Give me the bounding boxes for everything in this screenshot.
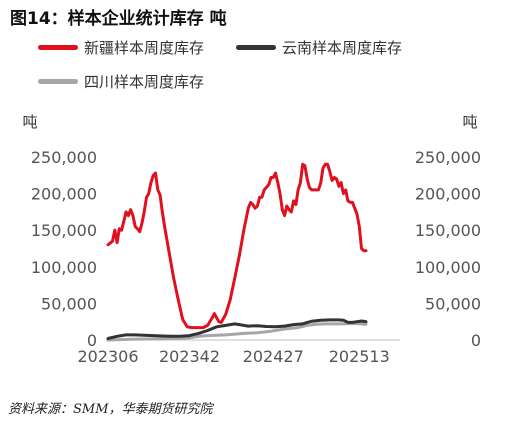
- legend-item-sichuan: 四川样本周度库存: [38, 71, 204, 92]
- y-axis-unit-right: 吨: [462, 113, 477, 131]
- y-tick-label-left: 50,000: [41, 294, 97, 313]
- x-tick-label: 202427: [243, 347, 304, 366]
- legend-item-yunnan: 云南样本周度库存: [236, 37, 402, 58]
- y-tick-label-left: 150,000: [31, 221, 97, 240]
- y-tick-label-left: 0: [87, 331, 97, 350]
- y-tick-label-right: 250,000: [415, 148, 481, 167]
- y-tick-label-right: 50,000: [425, 294, 481, 313]
- y-tick-label-right: 0: [471, 331, 481, 350]
- y-tick-label-left: 250,000: [31, 148, 97, 167]
- legend-label-yunnan: 云南样本周度库存: [282, 39, 403, 57]
- legend-swatch-yunnan: [236, 45, 276, 50]
- x-tick-label: 202513: [329, 347, 390, 366]
- legend-label-sichuan: 四川样本周度库存: [84, 73, 205, 91]
- series-line-sichuan: [106, 322, 368, 342]
- legend-swatch-xinjiang: [38, 45, 78, 50]
- chart-title: 图14：样本企业统计库存 吨: [10, 9, 227, 29]
- series-line-xinjiang: [106, 162, 368, 330]
- y-tick-label-right: 200,000: [415, 185, 481, 204]
- legend-swatch-sichuan: [38, 79, 78, 84]
- x-tick-label: 202342: [159, 347, 220, 366]
- y-axis-unit-left: 吨: [22, 113, 37, 131]
- legend-label-xinjiang: 新疆样本周度库存: [84, 39, 205, 57]
- legend-item-xinjiang: 新疆样本周度库存: [38, 37, 204, 58]
- source-note: 资料来源：SMM，华泰期货研究院: [8, 402, 213, 417]
- y-tick-label-right: 100,000: [415, 258, 481, 277]
- series-line-yunnan: [106, 318, 368, 340]
- y-tick-label-right: 150,000: [415, 221, 481, 240]
- y-tick-label-left: 100,000: [31, 258, 97, 277]
- y-tick-label-left: 200,000: [31, 185, 97, 204]
- x-tick-label: 202306: [77, 347, 138, 366]
